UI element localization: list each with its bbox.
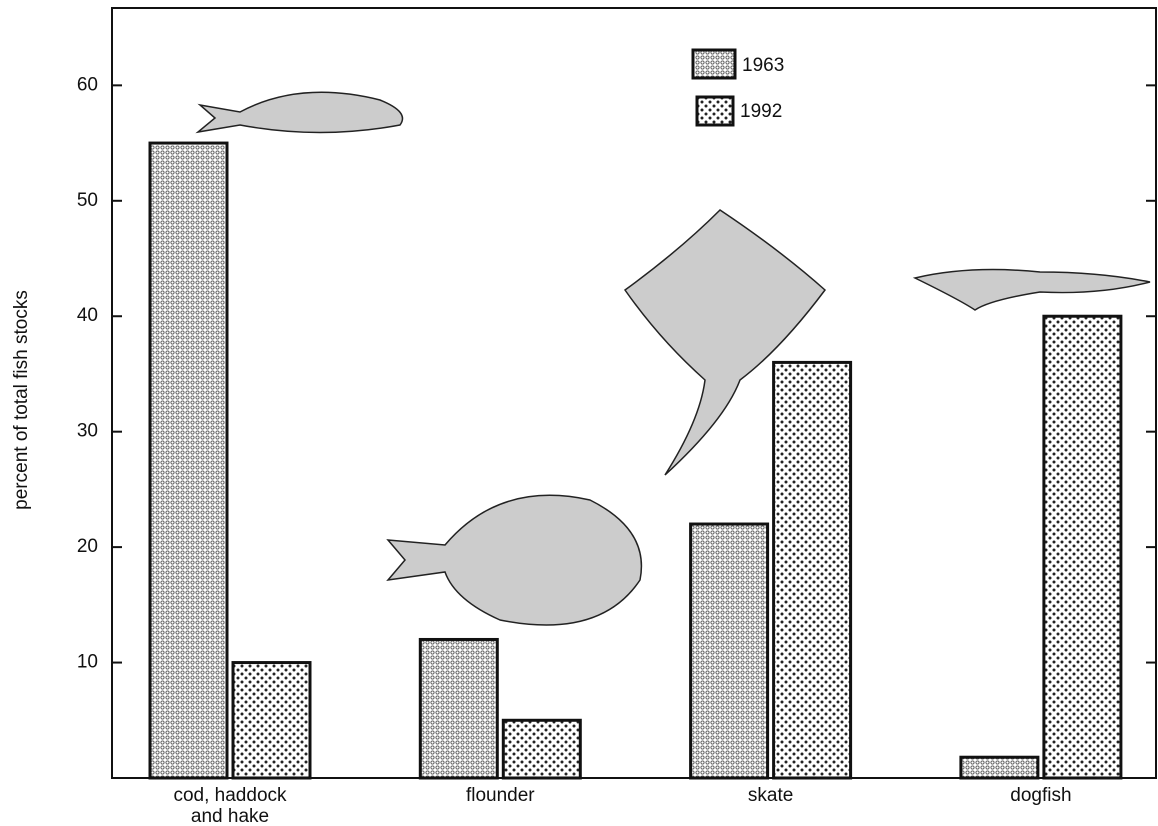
legend-label: 1992	[740, 101, 782, 122]
y-tick-label: 60	[77, 74, 98, 95]
bar	[233, 663, 310, 778]
y-tick-label: 20	[77, 536, 98, 557]
bar	[691, 524, 768, 778]
y-tick-label: 30	[77, 421, 98, 442]
x-tick-label: skate	[671, 785, 871, 806]
legend: 1963 1992	[693, 50, 784, 125]
y-tick-label: 50	[77, 190, 98, 211]
page: percent of total fish stocks 1963 1992 1…	[0, 0, 1158, 826]
x-tick-label: flounder	[400, 785, 600, 806]
bar	[1044, 316, 1121, 778]
y-axis-label: percent of total fish stocks	[11, 290, 32, 510]
x-tick-label: cod, haddock and hake	[130, 785, 330, 826]
legend-swatch	[693, 50, 735, 78]
y-tick-label: 40	[77, 305, 98, 326]
legend-label: 1963	[742, 55, 784, 76]
bar	[961, 757, 1038, 778]
legend-swatch	[697, 97, 733, 125]
x-tick-label: dogfish	[941, 785, 1141, 806]
y-tick-label: 10	[77, 652, 98, 673]
chart: percent of total fish stocks 1963 1992 1…	[0, 0, 1158, 826]
bar	[503, 720, 580, 778]
bar	[150, 143, 227, 778]
bar	[420, 639, 497, 778]
bar	[774, 362, 851, 778]
illustrations	[198, 92, 1150, 625]
